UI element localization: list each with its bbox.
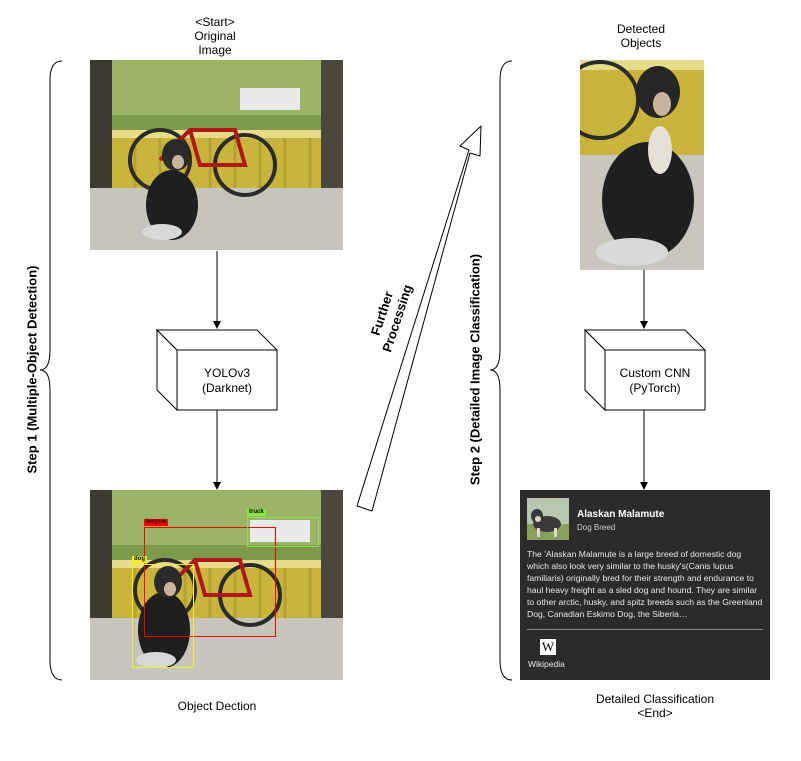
cnn-framework: (PyTorch) xyxy=(629,381,681,395)
bicycle-tag: bicycle xyxy=(144,519,169,526)
step1-label: Step 1 (Multiple-Object Detection) xyxy=(24,265,40,474)
classification-card: Alaskan Malamute Dog Breed The 'Alaskan … xyxy=(520,490,770,680)
original-photo-illustration xyxy=(90,60,343,250)
card-divider xyxy=(527,629,763,630)
object-detection-image: bicycle truck dog xyxy=(90,490,343,680)
detailed-label-line1: Detailed Classification xyxy=(595,692,715,706)
malamute-thumbnail-icon xyxy=(527,509,569,540)
yolo-name: YOLOv3 xyxy=(203,366,251,380)
step2-brace xyxy=(489,60,513,681)
dog-tag: dog xyxy=(132,556,147,563)
cropped-dog-illustration xyxy=(580,60,704,270)
yolo-model-label: YOLOv3 (Darknet) xyxy=(177,366,277,396)
original-label-line2: Image xyxy=(198,43,232,57)
wikipedia-link[interactable]: Wikipedia xyxy=(528,659,565,669)
step2-label: Step 2 (Detailed Image Classification) xyxy=(467,253,483,486)
card-subtitle: Dog Breed xyxy=(577,523,616,532)
object-dection-caption: Object Dection xyxy=(177,699,257,713)
step1-brace xyxy=(39,60,63,681)
yolo-cube xyxy=(155,328,279,412)
original-image xyxy=(90,60,343,250)
end-label: <End> xyxy=(637,706,673,720)
card-description: The 'Alaskan Malamute is a large breed o… xyxy=(527,549,763,619)
cnn-name: Custom CNN xyxy=(619,366,691,380)
cnn-cube xyxy=(583,328,707,412)
further-processing-arrow xyxy=(356,125,482,512)
yolo-framework: (Darknet) xyxy=(201,381,252,395)
cnn-model-label: Custom CNN (PyTorch) xyxy=(605,366,705,396)
start-caption: <Start> Original Image xyxy=(165,15,265,57)
detected-label-line1: Detected xyxy=(616,22,666,36)
detailed-classification-caption: Detailed Classification <End> xyxy=(575,692,735,720)
detected-label-line2: Objects xyxy=(620,36,662,50)
truck-bounding-box xyxy=(247,517,319,547)
card-title: Alaskan Malamute xyxy=(577,509,665,520)
dog-bounding-box xyxy=(132,564,194,668)
start-label: <Start> xyxy=(195,15,235,29)
card-thumbnail xyxy=(527,498,569,540)
bicycle-bounding-box xyxy=(144,527,276,637)
wikipedia-icon[interactable]: W xyxy=(540,639,556,655)
detected-objects-caption: Detected Objects xyxy=(591,22,691,50)
truck-tag: truck xyxy=(247,509,266,516)
original-label-line1: Original xyxy=(194,29,236,43)
detected-object-image xyxy=(580,60,704,270)
